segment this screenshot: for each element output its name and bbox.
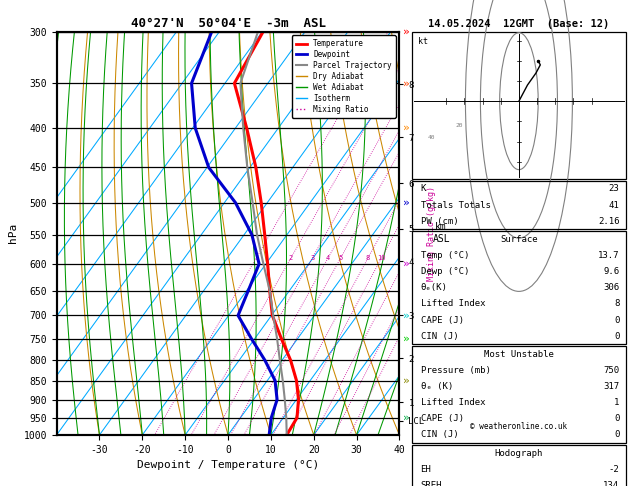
Text: 9.6: 9.6 [603, 267, 620, 276]
Text: 1: 1 [614, 398, 620, 407]
Text: 134: 134 [603, 481, 620, 486]
Text: 13.7: 13.7 [598, 251, 620, 260]
Title: 40°27'N  50°04'E  -3m  ASL: 40°27'N 50°04'E -3m ASL [130, 17, 326, 31]
Text: CAPE (J): CAPE (J) [421, 415, 464, 423]
Bar [412, 346, 626, 443]
Text: PW (cm): PW (cm) [421, 217, 458, 226]
Bar [412, 445, 626, 486]
Text: Lifted Index: Lifted Index [421, 299, 485, 309]
Text: 1: 1 [254, 255, 259, 261]
Text: 14.05.2024  12GMT  (Base: 12): 14.05.2024 12GMT (Base: 12) [428, 19, 610, 29]
Text: kt: kt [418, 37, 428, 46]
Text: »: » [403, 376, 409, 385]
Bar [412, 231, 626, 344]
Y-axis label: km
ASL: km ASL [432, 223, 450, 244]
Text: »: » [403, 198, 409, 208]
Text: »: » [403, 123, 409, 133]
Text: Surface: Surface [500, 235, 538, 244]
Bar [412, 181, 626, 229]
Text: 10: 10 [377, 255, 386, 261]
Text: 5: 5 [338, 255, 343, 261]
Text: -2: -2 [609, 465, 620, 474]
Y-axis label: hPa: hPa [8, 223, 18, 243]
Text: »: » [403, 78, 409, 88]
Text: 2: 2 [289, 255, 293, 261]
Text: »: » [403, 333, 409, 344]
Text: 317: 317 [603, 382, 620, 391]
Text: Temp (°C): Temp (°C) [421, 251, 469, 260]
Text: K: K [421, 184, 426, 193]
Text: CAPE (J): CAPE (J) [421, 315, 464, 325]
Text: © weatheronline.co.uk: © weatheronline.co.uk [470, 422, 567, 431]
Text: 8: 8 [614, 299, 620, 309]
X-axis label: Dewpoint / Temperature (°C): Dewpoint / Temperature (°C) [137, 460, 319, 470]
Text: 2.16: 2.16 [598, 217, 620, 226]
Text: 3: 3 [310, 255, 314, 261]
Text: 750: 750 [603, 366, 620, 375]
Text: θₑ(K): θₑ(K) [421, 283, 447, 292]
Legend: Temperature, Dewpoint, Parcel Trajectory, Dry Adiabat, Wet Adiabat, Isotherm, Mi: Temperature, Dewpoint, Parcel Trajectory… [292, 35, 396, 118]
Text: 4: 4 [326, 255, 330, 261]
Text: 306: 306 [603, 283, 620, 292]
Text: Totals Totals: Totals Totals [421, 201, 491, 209]
Text: 40: 40 [428, 135, 435, 140]
Text: 0: 0 [614, 315, 620, 325]
Text: »: » [403, 311, 409, 320]
Text: 41: 41 [609, 201, 620, 209]
Text: 0: 0 [614, 431, 620, 439]
Text: Pressure (mb): Pressure (mb) [421, 366, 491, 375]
Text: CIN (J): CIN (J) [421, 331, 458, 341]
Text: 0: 0 [614, 415, 620, 423]
Text: Dewp (°C): Dewp (°C) [421, 267, 469, 276]
Text: 23: 23 [609, 184, 620, 193]
Text: »: » [403, 413, 409, 423]
Text: »: » [403, 27, 409, 36]
Text: Most Unstable: Most Unstable [484, 350, 554, 359]
Text: »: » [403, 259, 409, 269]
Text: 8: 8 [365, 255, 370, 261]
Text: EH: EH [421, 465, 431, 474]
Text: 0: 0 [614, 331, 620, 341]
Text: θₑ (K): θₑ (K) [421, 382, 453, 391]
Text: 20: 20 [455, 123, 463, 128]
Text: SREH: SREH [421, 481, 442, 486]
Text: Lifted Index: Lifted Index [421, 398, 485, 407]
Text: Hodograph: Hodograph [495, 449, 543, 458]
Bar [412, 32, 626, 179]
Text: CIN (J): CIN (J) [421, 431, 458, 439]
Text: Mixing Ratio (g/kg): Mixing Ratio (g/kg) [427, 186, 436, 281]
